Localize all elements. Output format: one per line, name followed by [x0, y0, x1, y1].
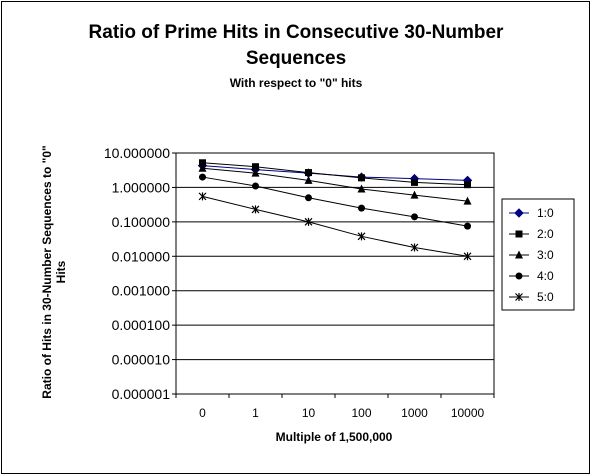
chart-title-line-1: Ratio of Prime Hits in Consecutive 30-Nu…: [89, 22, 505, 43]
series-line: [202, 162, 468, 186]
data-point-triangle: [357, 184, 366, 193]
x-tick-labels: 0 1 10 100 1000 10000: [175, 394, 495, 420]
series-line: [202, 167, 468, 202]
y-tick-label: 0.010000: [112, 248, 171, 264]
series-group: [197, 159, 473, 261]
legend-label: 2:0: [537, 227, 554, 241]
x-tick-label: 10: [302, 406, 316, 420]
y-tick-label: 1.000000: [112, 179, 171, 195]
series-line: [202, 176, 468, 227]
data-point-triangle: [304, 175, 313, 184]
data-point-square: [515, 230, 523, 238]
data-point-square: [305, 169, 312, 177]
series-4-0: [199, 173, 471, 230]
x-tick-label: 0: [199, 406, 206, 420]
series-2-0: [199, 159, 471, 189]
legend-items: 1:0 2:0 3:0 4:0 5:0: [509, 206, 554, 304]
legend-label: 3:0: [537, 248, 554, 262]
legend-label: 4:0: [537, 269, 554, 283]
plot-area: [175, 152, 495, 395]
data-point-triangle: [515, 250, 523, 259]
legend-item: 5:0: [509, 290, 554, 304]
y-axis-title-line-1: Ratio of Hits in 30-Number Sequences to …: [40, 145, 54, 398]
y-tick-label: 0.001000: [112, 283, 171, 299]
x-tick-label: 1000: [401, 406, 428, 420]
data-point-diamond: [514, 208, 524, 218]
data-point-star: [357, 232, 366, 241]
legend-item: 1:0: [509, 206, 554, 220]
y-tick-label: 10.000000: [104, 145, 170, 161]
chart-title-line-2: Sequences: [246, 48, 346, 69]
series-line: [202, 195, 468, 257]
y-axis-title: Ratio of Hits in 30-Number Sequences to …: [40, 145, 68, 398]
legend-item: 2:0: [509, 227, 554, 241]
data-point-square: [464, 181, 471, 189]
data-point-star: [304, 217, 313, 226]
data-point-square: [411, 178, 418, 186]
legend-label: 1:0: [537, 206, 554, 220]
data-point-star: [198, 192, 207, 201]
data-point-triangle: [463, 196, 472, 205]
data-point-circle: [305, 194, 312, 202]
data-point-triangle: [251, 168, 260, 177]
x-axis-title: Multiple of 1,500,000: [276, 430, 393, 444]
data-point-circle: [358, 204, 365, 212]
y-axis-title-line-2: Hits: [54, 260, 68, 283]
y-tick-label: 0.000100: [112, 317, 171, 333]
y-tick-labels: 10.000000 1.000000 0.100000 0.010000 0.00100…: [104, 145, 176, 402]
data-point-star: [410, 243, 419, 252]
data-point-circle: [411, 213, 418, 221]
y-tick-label: 0.000001: [112, 386, 171, 402]
data-point-triangle: [410, 190, 419, 199]
legend-item: 3:0: [509, 248, 554, 262]
x-tick-label: 1: [252, 406, 259, 420]
y-tick-label: 0.100000: [112, 214, 171, 230]
legend-label: 5:0: [537, 290, 554, 304]
series-5-0: [198, 192, 472, 261]
data-point-star: [515, 293, 523, 301]
data-point-square: [252, 163, 259, 171]
data-point-star: [251, 205, 260, 214]
data-point-circle: [199, 173, 206, 181]
data-point-circle: [515, 272, 523, 280]
chart-subtitle: With respect to "0" hits: [230, 76, 363, 90]
y-tick-label: 0.000010: [112, 352, 171, 368]
series-3-0: [198, 163, 472, 205]
x-tick-label: 100: [351, 406, 371, 420]
legend-item: 4:0: [509, 269, 554, 283]
data-point-circle: [464, 222, 471, 230]
data-point-triangle: [198, 163, 207, 172]
data-point-square: [199, 159, 206, 167]
x-tick-label: 10000: [451, 406, 485, 420]
data-point-circle: [252, 182, 259, 190]
data-point-star: [463, 252, 472, 261]
data-point-square: [358, 174, 365, 182]
